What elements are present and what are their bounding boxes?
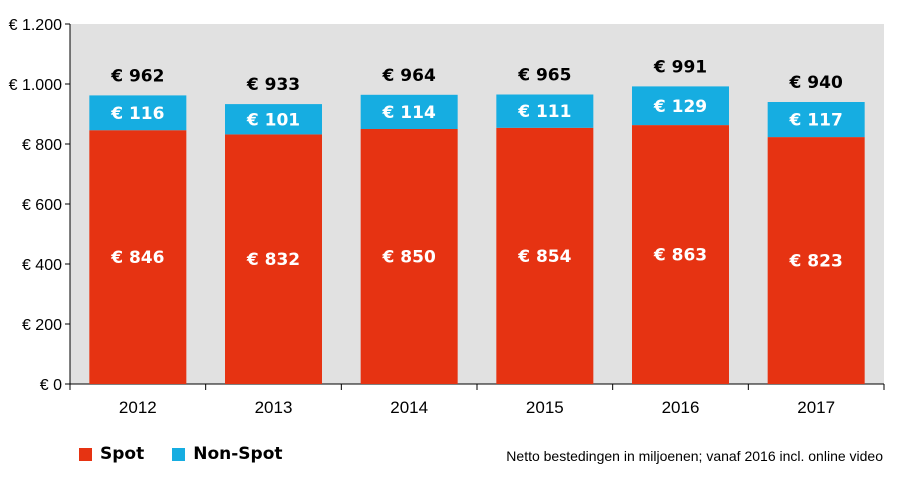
y-tick-label: € 1.200: [9, 17, 62, 34]
y-tick-label: € 800: [22, 137, 62, 154]
bar-segment-spot: [767, 137, 865, 384]
x-tick-label: 2016: [662, 398, 700, 417]
bars: € 846 € 116 € 962 € 832 € 101 € 933 € 850 € 114…: [89, 57, 865, 385]
legend-item-non-spot: Non-Spot: [172, 444, 283, 464]
total-label: € 964: [382, 66, 436, 86]
data-label: € 854: [517, 247, 571, 267]
data-label: € 117: [789, 111, 843, 131]
bar-segment-spot: [89, 130, 187, 384]
data-label: € 116: [110, 104, 164, 124]
data-label: € 101: [246, 110, 300, 130]
data-label: € 850: [382, 248, 436, 268]
legend-swatch-non-spot: [172, 447, 186, 461]
legend-swatch-spot: [79, 447, 92, 461]
data-label: € 111: [517, 102, 571, 122]
bar-segment-non-spot: [496, 94, 594, 128]
y-tick-label: € 200: [22, 317, 62, 334]
bar-segment-non-spot: [632, 86, 729, 126]
chart-note: Netto bestedingen in miljoenen; vanaf 20…: [506, 448, 883, 464]
total-label: € 940: [789, 73, 843, 93]
data-label: € 832: [246, 250, 300, 270]
bar-segment-non-spot: [767, 102, 865, 138]
data-label: € 129: [653, 97, 707, 117]
y-axis: € 0 € 200 € 400 € 600 € 800 € 1.000 € 1.200: [9, 17, 71, 394]
data-label: € 114: [382, 103, 436, 123]
x-tick-label: 2014: [390, 398, 428, 417]
bar-segment-spot: [360, 129, 458, 384]
bar-segment-non-spot: [89, 95, 187, 131]
x-axis: 2012 2013 2014 2015 2016 2017: [69, 383, 885, 417]
bar-segment-spot: [632, 125, 729, 384]
data-label: € 823: [789, 252, 843, 272]
bar-segment-spot: [496, 127, 594, 385]
y-tick-label: € 0: [40, 377, 62, 394]
total-label: € 962: [110, 66, 164, 86]
x-tick-label: 2015: [526, 398, 564, 417]
data-label: € 846: [110, 248, 164, 268]
total-label: € 933: [246, 75, 300, 95]
y-tick-label: € 600: [22, 197, 62, 214]
y-tick-label: € 400: [22, 257, 62, 274]
plot-background: [70, 24, 884, 384]
total-label: € 965: [517, 66, 571, 86]
x-tick-label: 2012: [119, 398, 157, 417]
data-label: € 863: [653, 246, 707, 266]
x-tick-label: 2017: [797, 398, 835, 417]
legend-label-non-spot: Non-Spot: [193, 444, 283, 464]
legend-label-spot: Spot: [100, 444, 145, 464]
total-label: € 991: [653, 57, 707, 77]
bar-segment-non-spot: [360, 94, 458, 129]
x-tick-label: 2013: [255, 398, 293, 417]
bar-segment-non-spot: [225, 104, 322, 135]
y-tick-label: € 1.000: [9, 77, 62, 94]
bar-segment-spot: [225, 134, 322, 384]
legend: Spot Non-Spot: [79, 444, 283, 464]
legend-item-spot: Spot: [79, 444, 144, 464]
